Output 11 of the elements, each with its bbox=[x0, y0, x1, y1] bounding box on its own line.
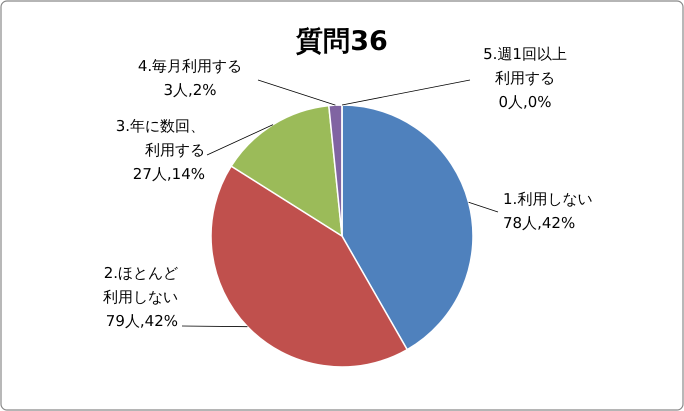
data-label: 27人,14% bbox=[132, 165, 205, 183]
data-label: 3人,2% bbox=[163, 81, 217, 99]
slice-label: 1.利用しない bbox=[503, 190, 592, 208]
data-label: 78人,42% bbox=[503, 214, 576, 232]
data-label: 79人,42% bbox=[106, 312, 178, 330]
slice-label: 4.毎月利用する bbox=[138, 57, 242, 75]
category-label: 5.週1回以上利用する bbox=[483, 45, 567, 87]
chart-title: 質問36 bbox=[295, 26, 388, 57]
slice-label: 2.ほとんど利用しない bbox=[103, 264, 178, 306]
text: 0人,0% bbox=[498, 93, 552, 111]
slice-label: 3.年に数回、利用する bbox=[116, 117, 205, 159]
